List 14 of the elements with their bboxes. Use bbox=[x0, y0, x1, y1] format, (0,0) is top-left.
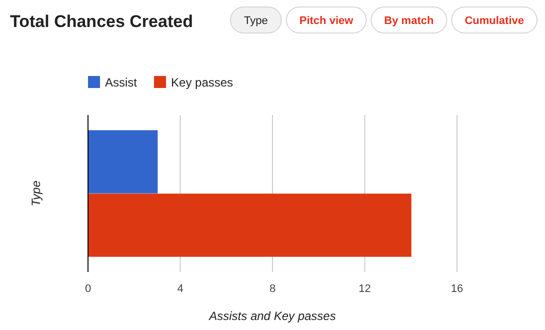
toggle-button: Cumulative bbox=[451, 6, 538, 34]
chart-title: Total Chances Created bbox=[10, 12, 193, 31]
x-tick-label: 8 bbox=[269, 282, 276, 295]
toggle-button: Type bbox=[230, 6, 282, 34]
legend-label: Key passes bbox=[171, 76, 234, 90]
legend-label: Assist bbox=[105, 76, 138, 90]
x-tick-label: 12 bbox=[358, 282, 371, 295]
toggle-button: By match bbox=[370, 6, 448, 34]
x-axis-title: Assists and Key passes bbox=[208, 309, 336, 323]
x-tick-label: 16 bbox=[450, 282, 464, 295]
x-tick-label: 0 bbox=[84, 282, 92, 295]
toggle-button: Pitch view bbox=[286, 6, 367, 34]
x-tick-label: 4 bbox=[177, 282, 184, 295]
y-axis-title: Type bbox=[29, 180, 43, 206]
